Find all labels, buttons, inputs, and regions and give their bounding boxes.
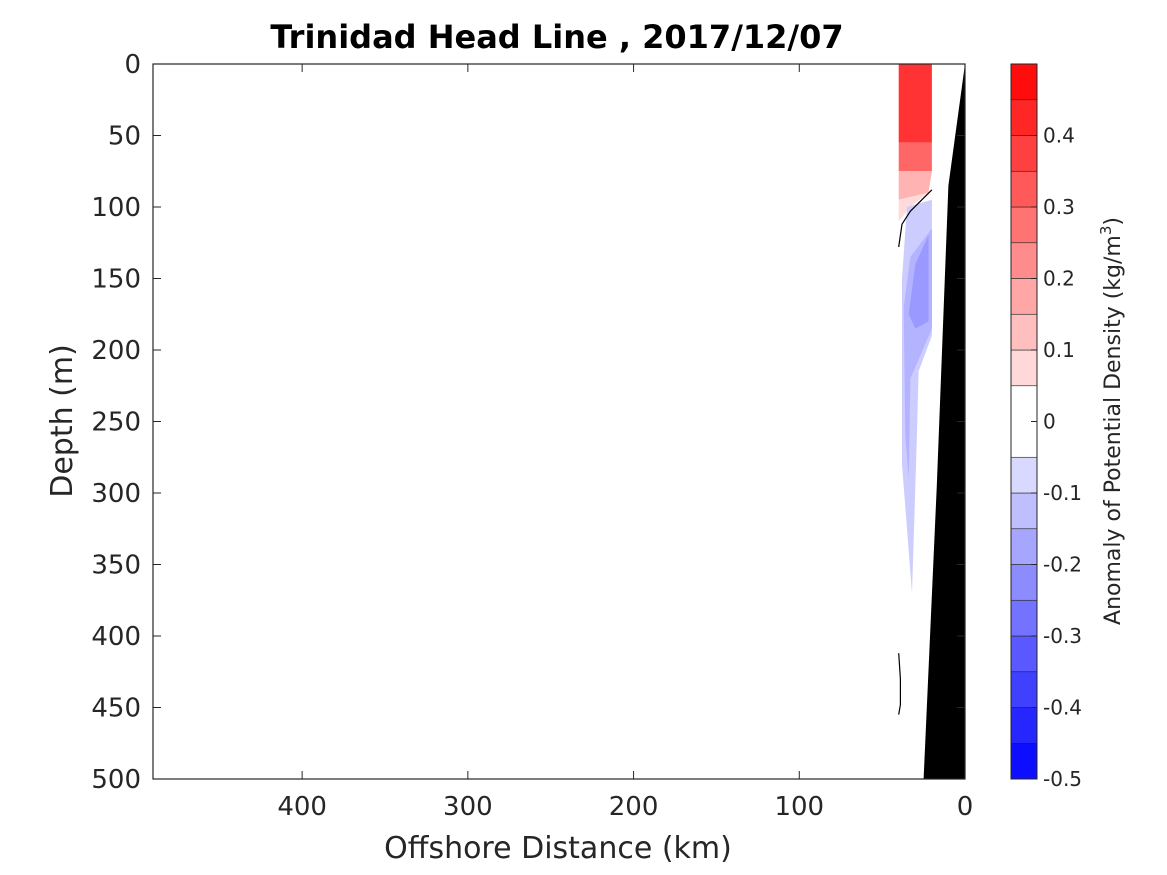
colorbar-band: [1010, 635, 1038, 673]
y-tick-label: 0: [124, 50, 141, 80]
x-tick-label: 200: [609, 792, 659, 822]
x-axis: 400 300 200 100 0: [277, 64, 973, 822]
plot-area: 400 300 200 100 0 0 50 100 150 200 250 300 350 400 45…: [91, 50, 973, 822]
y-tick-label: 300: [91, 479, 141, 509]
colorbar-tick-label: 0: [1043, 410, 1056, 434]
colorbar-band: [1010, 671, 1038, 708]
colorbar-band: [1010, 242, 1038, 279]
colorbar-band: [1010, 492, 1038, 530]
y-tick-label: 100: [91, 193, 141, 223]
zero-contour-1: [898, 189, 933, 248]
x-tick-label: 400: [277, 792, 327, 822]
colorbar-tick-label: 0.2: [1043, 267, 1075, 291]
colorbar-unit: (kg/m: [1101, 235, 1126, 299]
plot-background: [153, 64, 965, 779]
anomaly-region-negative-core: [908, 235, 929, 329]
colorbar-band: [1010, 135, 1038, 172]
y-tick-label: 200: [91, 336, 141, 366]
zero-contour-2: [898, 653, 902, 715]
y-tick-label: 400: [91, 622, 141, 652]
colorbar-tick-label: -0.3: [1043, 624, 1082, 648]
bathymetry: [923, 64, 965, 779]
colorbar-band: [1010, 599, 1038, 637]
y-tick-label: 500: [91, 765, 141, 795]
x-axis-label: Offshore Distance (km): [384, 831, 732, 866]
colorbar-tick-label: -0.4: [1043, 696, 1082, 720]
colorbar-tick-label: -0.5: [1043, 767, 1082, 791]
colorbar-band: [1010, 564, 1038, 601]
colorbar-band: [1010, 742, 1038, 780]
x-tick-label: 300: [443, 792, 493, 822]
colorbar-tick-label: -0.1: [1043, 481, 1082, 505]
colorbar-tick-label: 0.3: [1043, 195, 1075, 219]
anomaly-region-positive-mid: [898, 142, 932, 172]
colorbar-band: [1010, 278, 1038, 315]
anomaly-region-positive-edge: [898, 192, 929, 222]
colorbar-band: [1010, 707, 1038, 744]
colorbar-band: [1010, 63, 1038, 101]
colorbar-band: [1010, 456, 1038, 494]
y-tick-label: 250: [91, 408, 141, 438]
y-tick-label: 450: [91, 694, 141, 724]
y-tick-label: 150: [91, 265, 141, 295]
colorbar-unit-close: ): [1101, 217, 1126, 226]
anomaly-regions: [898, 64, 932, 594]
zero-contours: [898, 189, 933, 715]
colorbar-ticks: -0.5 -0.4 -0.3 -0.2 -0.1 0 0.1 0.2 0.3 0.4: [1031, 124, 1082, 791]
colorbar-band: [1010, 349, 1038, 387]
y-tick-label: 50: [108, 122, 141, 152]
y-tick-label: 350: [91, 551, 141, 581]
colorbar-band: [1010, 313, 1038, 351]
colorbar-tick-label: 0.1: [1043, 338, 1075, 362]
seafloor: [923, 64, 965, 779]
colorbar-band: [1010, 206, 1038, 244]
colorbar-band: [1010, 99, 1038, 136]
colorbar-unit-exp: 3: [1097, 226, 1115, 236]
y-axis-label: Depth (m): [45, 344, 80, 498]
colorbar-label-text: Anomaly of Potential Density: [1101, 306, 1126, 625]
colorbar-label: Anomaly of Potential Density (kg/m3): [1097, 217, 1126, 625]
anomaly-region-positive-core: [898, 64, 932, 143]
x-tick-label: 100: [774, 792, 824, 822]
colorbar-tick-label: 0.4: [1043, 124, 1075, 148]
colorbar-band: [1010, 528, 1038, 565]
anomaly-region-positive-low: [898, 171, 932, 200]
colorbar-tick-label: -0.2: [1043, 553, 1082, 577]
y-axis: 0 50 100 150 200 250 300 350 400 450 500: [91, 50, 965, 795]
x-tick-label: 0: [957, 792, 974, 822]
colorbar-band: [1010, 170, 1038, 208]
colorbar: -0.5 -0.4 -0.3 -0.2 -0.1 0 0.1 0.2 0.3 0.4 Anomal…: [1010, 63, 1126, 791]
chart-title: Trinidad Head Line , 2017/12/07: [270, 18, 843, 56]
